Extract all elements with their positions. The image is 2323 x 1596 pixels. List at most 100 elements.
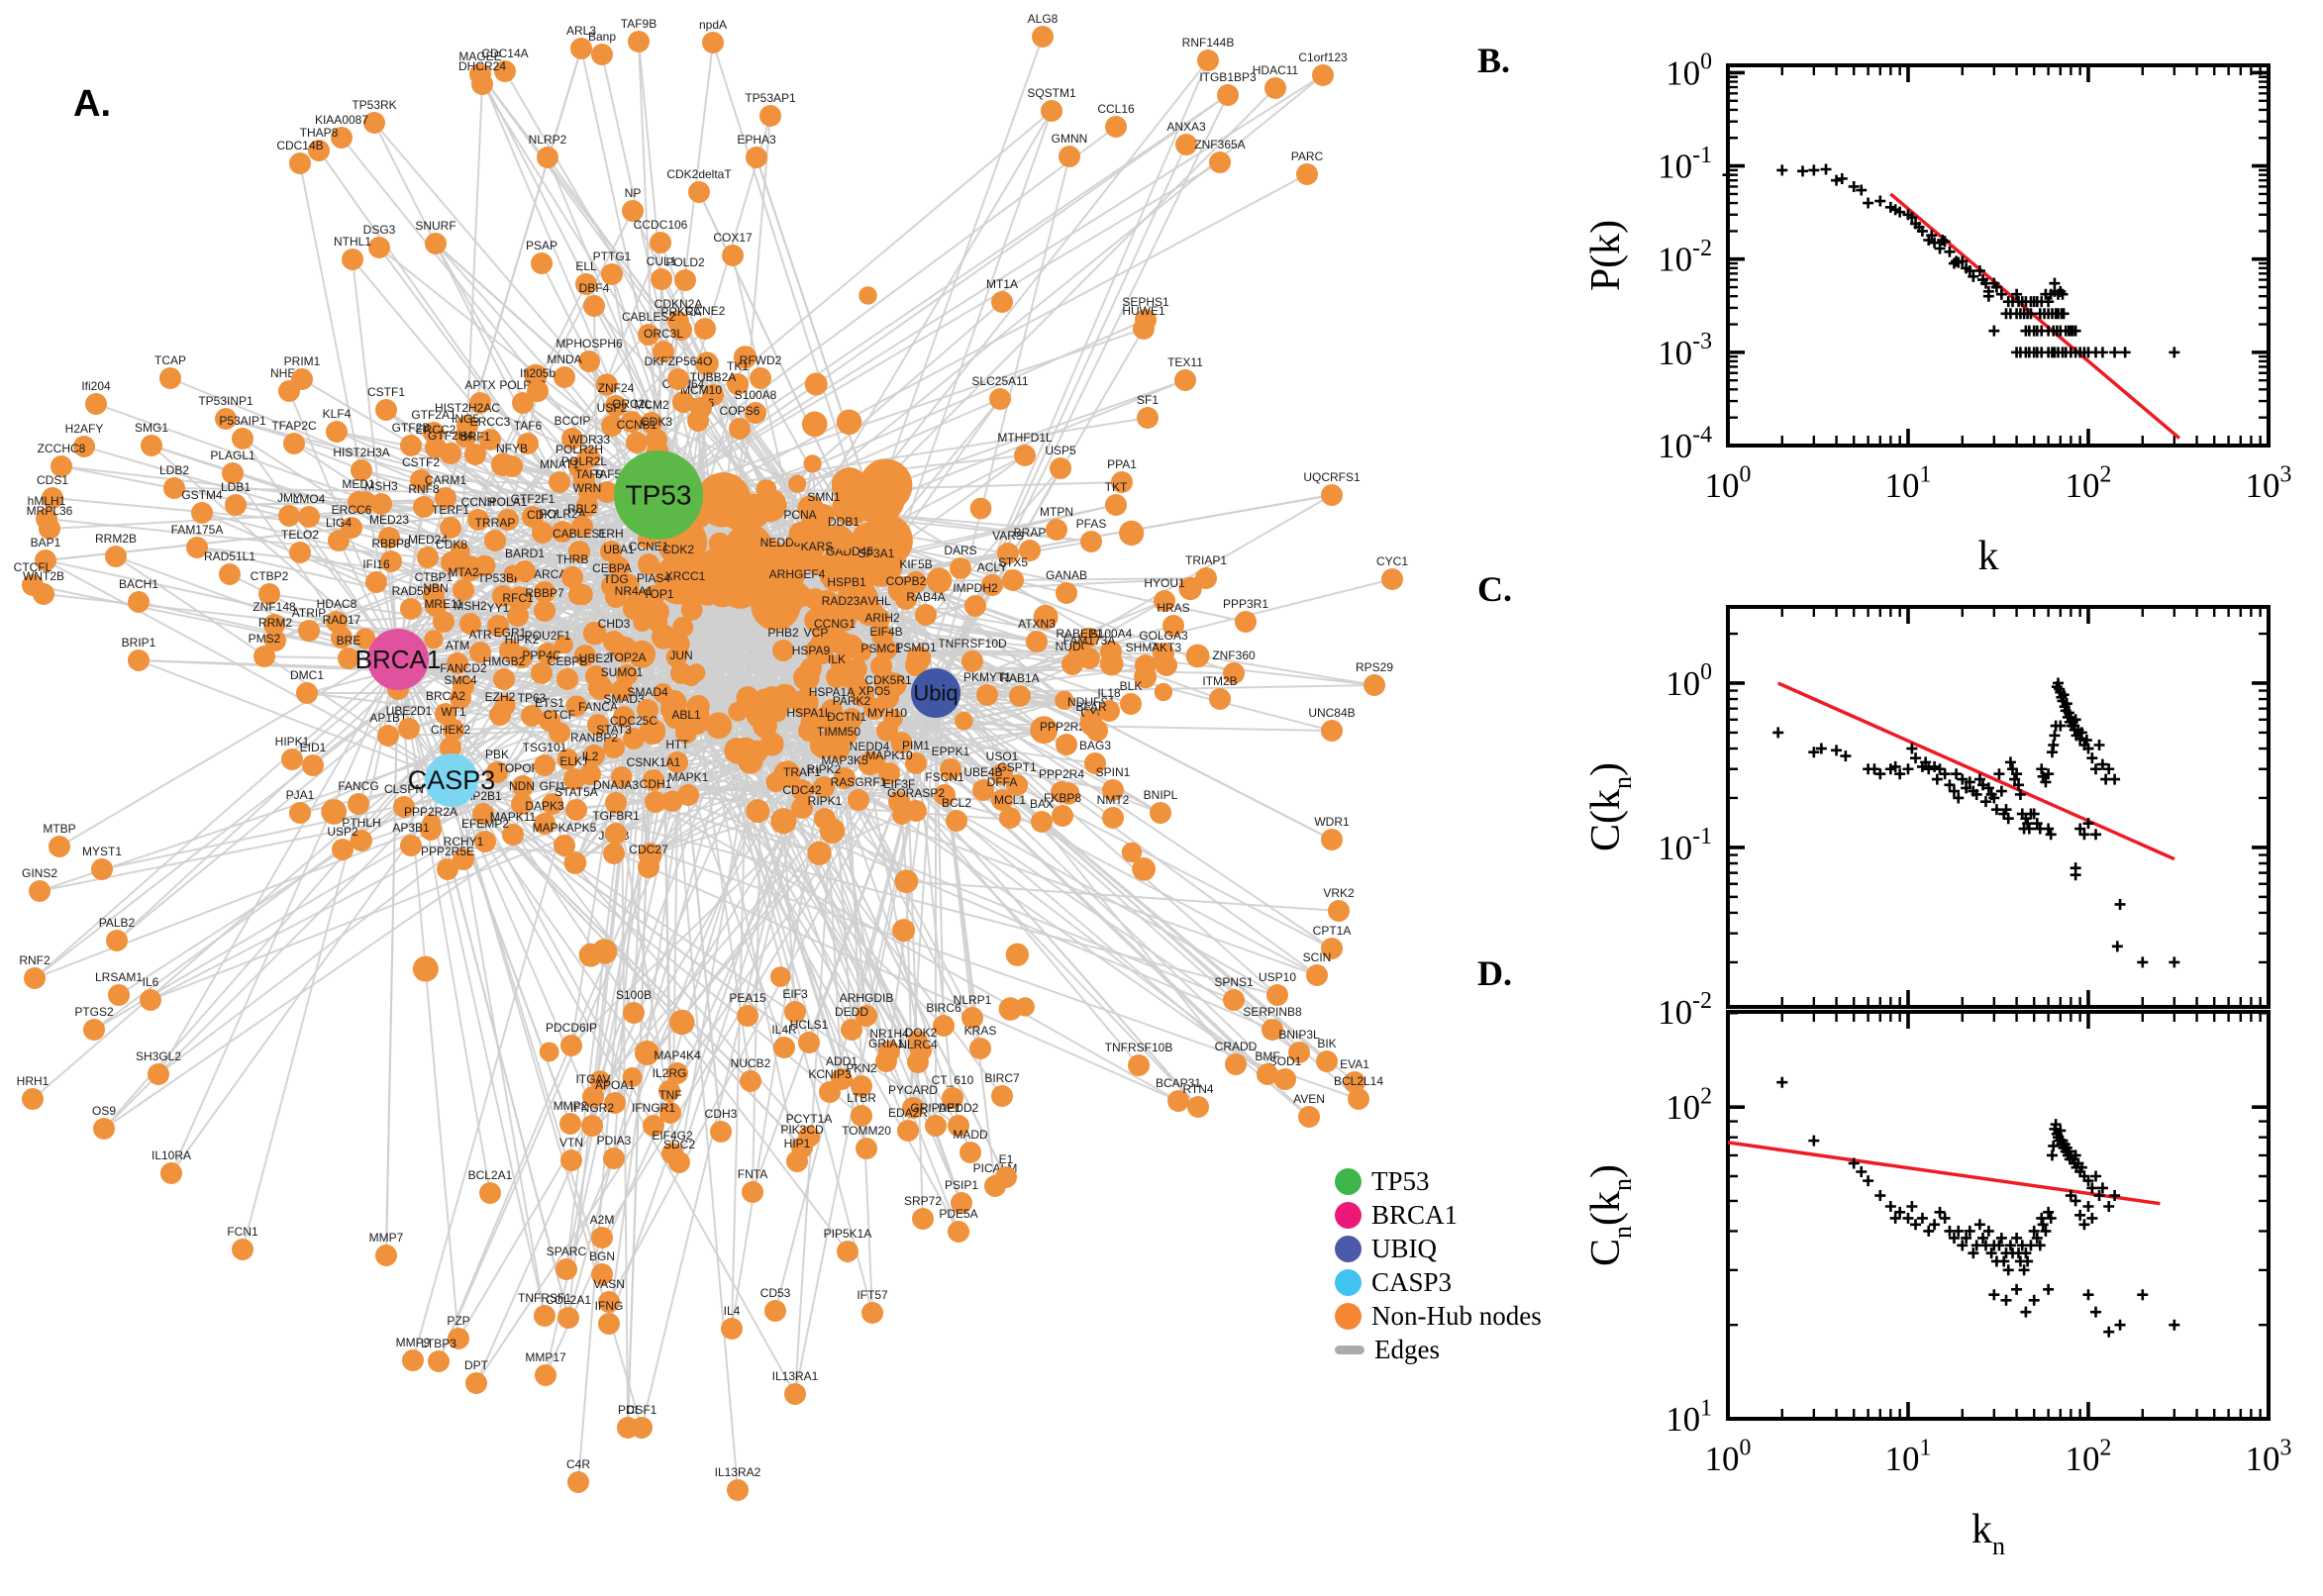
network-node-label: KARS xyxy=(801,540,834,553)
network-node xyxy=(858,753,880,775)
network-node xyxy=(801,411,828,438)
network-node xyxy=(535,1364,556,1386)
network-node-label: DMC1 xyxy=(290,668,324,682)
network-node xyxy=(29,880,50,902)
network-node-label: BIRC7 xyxy=(984,1071,1020,1085)
network-node xyxy=(821,699,843,721)
network-node-label: PIM1 xyxy=(902,739,930,752)
network-node xyxy=(800,657,822,679)
network-node xyxy=(289,542,311,563)
network-node xyxy=(648,601,669,623)
network-node xyxy=(1348,1088,1369,1110)
network-node xyxy=(393,796,415,818)
network-node xyxy=(1162,615,1184,637)
network-node-label: BAG3 xyxy=(1079,739,1111,752)
network-node xyxy=(641,412,662,434)
network-node xyxy=(905,752,927,774)
network-node-label: NLRC4 xyxy=(898,1038,938,1051)
network-node xyxy=(377,725,399,747)
network-node xyxy=(583,295,605,317)
network-node-label: CDK5R1 xyxy=(864,673,912,687)
network-node xyxy=(998,997,1023,1021)
network-node xyxy=(897,1120,919,1142)
network-node xyxy=(645,791,666,813)
network-node xyxy=(489,704,511,726)
network-node xyxy=(1080,531,1102,552)
network-node xyxy=(433,611,454,633)
network-node xyxy=(567,1471,589,1493)
network-node-label: XPO5 xyxy=(858,684,890,698)
network-node xyxy=(769,549,791,571)
network-node xyxy=(603,631,625,652)
network-node-label: GTF2F1 xyxy=(511,492,556,506)
network-node-label: SERPINB8 xyxy=(1243,1005,1302,1019)
network-node-label: FANCD2 xyxy=(440,661,487,675)
network-node-label: RAD17 xyxy=(323,613,361,627)
network-node-label: NBN xyxy=(423,581,448,595)
network-node-label: PIP5K1A xyxy=(824,1227,872,1241)
network-node xyxy=(851,1075,872,1097)
network-node xyxy=(786,1150,808,1172)
network-node xyxy=(1009,685,1031,707)
network-node xyxy=(342,249,363,270)
network-node-label: PBK xyxy=(485,748,509,761)
network-node xyxy=(35,549,56,571)
network-node xyxy=(591,1227,613,1248)
network-node xyxy=(363,112,385,134)
network-node xyxy=(666,751,688,773)
network-node-label: HRH1 xyxy=(17,1074,50,1088)
network-node-label: HIP1 xyxy=(784,1137,811,1150)
network-node-label: LIG4 xyxy=(326,516,352,530)
network-node xyxy=(459,613,481,635)
network-node-label: GINS2 xyxy=(22,866,57,880)
network-node-label: S100B xyxy=(616,988,652,1002)
network-node-label: CCNE2 xyxy=(685,304,726,318)
network-node xyxy=(492,585,514,607)
network-node xyxy=(976,684,998,706)
panel-c-label: C. xyxy=(1477,569,1512,609)
network-node-label: DARS xyxy=(944,544,976,557)
network-node-label: ZNF365A xyxy=(1194,138,1245,151)
axis-tick-label: 100 xyxy=(1666,50,1712,93)
network-node xyxy=(585,665,607,687)
network-node-label: ZNF148 xyxy=(252,600,296,614)
network-node-label: HIPK2 xyxy=(505,633,540,647)
network-node xyxy=(847,675,869,698)
tp53-swatch-icon xyxy=(1335,1168,1362,1195)
network-node-label: SH3GL2 xyxy=(136,1049,181,1063)
network-node-label: CLSPN xyxy=(384,782,424,796)
network-node xyxy=(1120,693,1142,715)
network-node-label: GTF2H4 xyxy=(428,429,473,443)
network-node xyxy=(521,705,543,727)
network-node-label: CSTF2 xyxy=(402,455,440,469)
network-node xyxy=(375,1245,397,1266)
network-node xyxy=(668,1151,690,1173)
network-node-label: PEA15 xyxy=(729,991,766,1005)
network-node-label: P53AIP1 xyxy=(219,414,266,428)
network-node-label: FKBP8 xyxy=(1044,791,1081,805)
network-node xyxy=(264,630,286,651)
network-node-label: GSTM4 xyxy=(181,488,223,502)
axis-tick-label: 102 xyxy=(1666,1083,1712,1127)
network-node xyxy=(675,722,697,744)
network-node-label: PCYT1A xyxy=(786,1112,833,1126)
network-node-label: hMLH1 xyxy=(28,494,66,508)
network-node xyxy=(1121,842,1143,863)
network-node-label: AP3B1 xyxy=(392,821,430,835)
network-node xyxy=(534,581,556,603)
network-node-label: POLR2A xyxy=(539,507,585,521)
panel-d-label: D. xyxy=(1477,953,1512,993)
network-node xyxy=(804,372,828,396)
network-node-label: BIK xyxy=(1317,1037,1336,1050)
network-node-label: ATXN3 xyxy=(1018,617,1056,631)
network-node-label: PJA1 xyxy=(286,788,315,802)
network-node xyxy=(1026,631,1048,652)
network-node xyxy=(960,1142,981,1163)
network-node-label: TUBB2A xyxy=(690,370,737,384)
network-node xyxy=(556,668,578,690)
network-node xyxy=(534,1305,556,1327)
network-node xyxy=(532,522,554,544)
network-node-label: TKT xyxy=(1105,480,1128,494)
network-node xyxy=(855,574,873,593)
